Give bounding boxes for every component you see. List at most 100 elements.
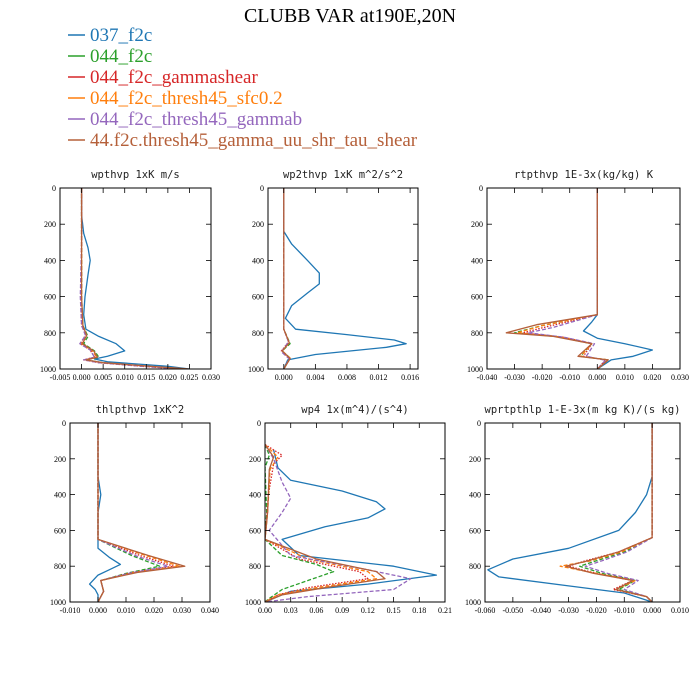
x-tick-label: 0.020	[643, 373, 661, 382]
y-tick-label: 400	[469, 491, 481, 500]
x-tick-label: 0.12	[361, 606, 375, 615]
series-line	[80, 188, 190, 369]
x-tick-label: -0.060	[475, 606, 496, 615]
x-tick-label: 0.030	[173, 606, 191, 615]
series-line	[80, 188, 190, 369]
legend-entry: 44.f2c.thresh45_gamma_uu_shr_tau_shear	[68, 130, 418, 151]
x-tick-label: 0.020	[159, 373, 177, 382]
x-tick-label: 0.030	[202, 373, 220, 382]
series-line	[487, 423, 653, 602]
series-line	[97, 423, 175, 602]
series-line	[265, 444, 378, 602]
x-tick-label: -0.010	[60, 606, 81, 615]
legend-label: 037_f2c	[90, 25, 152, 46]
x-tick-label: 0.000	[643, 606, 661, 615]
series-line	[283, 188, 407, 369]
y-tick-label: 0	[260, 184, 264, 193]
panel-title: wp4 1x(m^4)/(s^4)	[301, 404, 408, 416]
y-tick-label: 800	[252, 329, 264, 338]
series-line	[527, 188, 607, 369]
panels: wpthvp 1xK m/s-0.005 0.000 0.005 0.010 0.015…	[40, 169, 689, 615]
y-tick-label: 1000	[248, 365, 264, 374]
x-tick-label: 0.010	[117, 606, 135, 615]
y-tick-label: 0	[62, 419, 66, 428]
x-tick-label: -0.050	[503, 606, 524, 615]
y-tick-label: 200	[471, 220, 483, 229]
y-tick-label: 400	[252, 256, 264, 265]
x-tick-label: 0.010	[116, 373, 134, 382]
legend-entry: 037_f2c	[68, 25, 152, 46]
x-tick-label: 0.03	[284, 606, 298, 615]
series-group	[88, 423, 186, 602]
y-tick-label: 1000	[467, 365, 483, 374]
panel: rtpthvp 1E-3x(kg/kg) K -0.040 -0.030 -0.020…	[467, 169, 689, 382]
panel-title: rtpthvp 1E-3x(kg/kg) K	[514, 169, 654, 181]
series-line	[280, 188, 290, 369]
series-line	[522, 188, 607, 369]
series-line	[513, 188, 609, 369]
series-line	[582, 188, 654, 369]
series-line	[281, 188, 291, 369]
panel-frame	[69, 422, 211, 603]
y-tick-label: 600	[54, 526, 66, 535]
panel-title: thlpthvp 1xK^2	[96, 404, 185, 416]
y-tick-label: 0	[479, 184, 483, 193]
x-tick-label: 0.004	[306, 373, 324, 382]
x-tick-label: 0.008	[338, 373, 356, 382]
legend-entry: 044_f2c	[68, 46, 152, 67]
x-tick-label: -0.010	[559, 373, 580, 382]
y-tick-label: 800	[44, 329, 56, 338]
panel-frame	[267, 187, 419, 370]
panel: thlpthvp 1xK^2 -0.010 0.000 0.010 0.020 0.030…	[50, 404, 219, 615]
x-tick-label: 0.21	[438, 606, 452, 615]
series-line	[97, 423, 161, 602]
panel-frame	[486, 187, 681, 370]
legend-label: 044_f2c_gammashear	[90, 67, 258, 88]
series-line	[88, 423, 122, 602]
x-tick-label: 0.040	[201, 606, 219, 615]
series-line	[97, 423, 180, 602]
series-line	[280, 188, 290, 369]
x-tick-label: 0.005	[94, 373, 112, 382]
series-line	[97, 423, 186, 602]
y-tick-label: 200	[249, 455, 261, 464]
y-tick-label: 800	[249, 562, 261, 571]
y-tick-label: 800	[471, 329, 483, 338]
series-line	[584, 423, 653, 602]
x-tick-label: 0.00	[258, 606, 272, 615]
x-tick-label: -0.030	[504, 373, 525, 382]
y-tick-label: 200	[44, 220, 56, 229]
series-group	[280, 188, 407, 369]
y-tick-label: 600	[471, 293, 483, 302]
y-tick-label: 600	[249, 526, 261, 535]
x-tick-label: 0.010	[671, 606, 689, 615]
y-tick-label: 600	[469, 526, 481, 535]
x-tick-label: 0.020	[145, 606, 163, 615]
y-tick-label: 1000	[40, 365, 56, 374]
legend-entry: 044_f2c_thresh45_sfc0.2	[68, 88, 283, 109]
y-tick-label: 400	[249, 491, 261, 500]
y-tick-label: 200	[469, 455, 481, 464]
series-line	[265, 444, 335, 602]
x-tick-label: -0.005	[50, 373, 71, 382]
legend-label: 044_f2c	[90, 46, 152, 67]
series-line	[80, 188, 186, 369]
x-tick-label: -0.030	[558, 606, 579, 615]
x-tick-label: 0.06	[309, 606, 323, 615]
y-tick-label: 200	[252, 220, 264, 229]
x-tick-label: -0.020	[532, 373, 553, 382]
series-line	[79, 188, 181, 369]
legend-label: 044_f2c_thresh45_gammab	[90, 109, 302, 130]
series-line	[516, 188, 609, 369]
x-tick-label: 0.016	[401, 373, 419, 382]
series-line	[265, 444, 386, 602]
x-tick-label: -0.010	[614, 606, 635, 615]
panel-title: wprtpthlp 1-E-3x(m kg K)/(s kg)	[485, 404, 681, 416]
panel: wp4 1x(m^4)/(s^4) 0.00 0.03 0.06 0.09 0.12 0.1…	[245, 404, 452, 615]
y-tick-label: 600	[252, 293, 264, 302]
panel-frame	[264, 422, 446, 603]
legend: 037_f2c044_f2c044_f2c_gammashear044_f2c_…	[68, 25, 418, 151]
x-tick-label: 0.010	[616, 373, 634, 382]
legend-label: 44.f2c.thresh45_gamma_uu_shr_tau_shear	[90, 130, 418, 151]
